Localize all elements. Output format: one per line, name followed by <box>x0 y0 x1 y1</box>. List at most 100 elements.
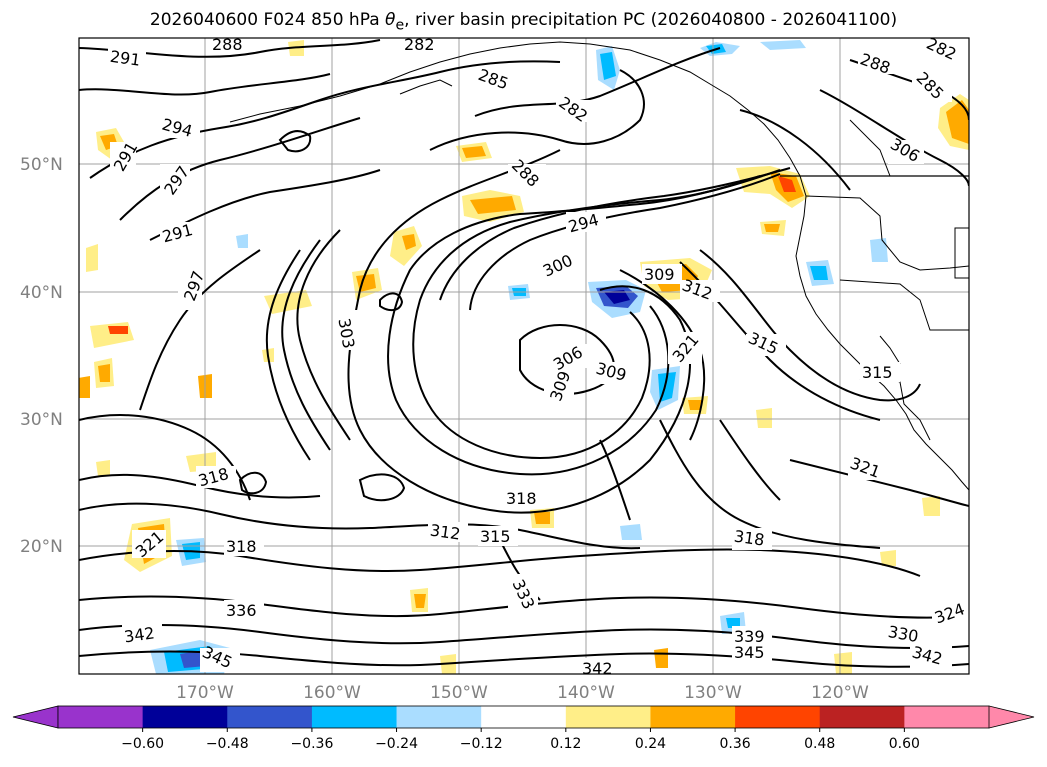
contour-288-east <box>739 109 851 191</box>
contour-label-bg <box>642 264 682 284</box>
contour-label-bg <box>160 118 200 138</box>
contour-label-bg <box>566 212 606 232</box>
map-plot-area: 291 288 282 285 282 288 282 285 294 291 … <box>79 38 969 678</box>
contour-label-bg <box>508 164 546 186</box>
contour-318-e2 <box>659 419 881 549</box>
precip-blob <box>810 266 828 280</box>
contour-label-bg <box>932 602 969 626</box>
contour-label-bg <box>122 624 162 646</box>
contour-label-bg <box>224 600 264 620</box>
precip-blob <box>470 196 516 214</box>
colorbar-extend-over <box>988 705 1035 729</box>
colorbar-segment <box>142 706 228 728</box>
contour-label-bg <box>200 648 240 672</box>
theta-e-contours <box>79 39 969 668</box>
north-america-coastline <box>229 41 969 491</box>
contour-label-bg <box>132 530 166 558</box>
map-background <box>79 38 969 674</box>
precip-blob <box>834 652 852 674</box>
colorbar-tick-label: −0.60 <box>121 736 164 752</box>
precip-blob <box>870 238 888 262</box>
contour-315-east <box>699 249 921 402</box>
contour-label-bg <box>477 70 517 90</box>
contour-label: 318 <box>733 527 766 550</box>
precip-blob <box>922 496 940 516</box>
precip-blob <box>402 234 416 250</box>
precip-blob <box>96 460 110 476</box>
us-mexico-border <box>879 335 901 365</box>
lat-label-20n: 20°N <box>20 537 63 557</box>
contour-label: 339 <box>734 627 765 646</box>
lon-label-150w: 150°W <box>430 683 488 703</box>
contour-318 <box>79 502 641 550</box>
lat-label-40n: 40°N <box>20 283 63 303</box>
contour-label-bg <box>732 528 772 550</box>
lon-label-120w: 120°W <box>811 683 869 703</box>
contour-label-bg <box>858 54 898 74</box>
contour-285 <box>474 47 721 117</box>
contour-297 <box>119 117 361 221</box>
contour-label-bg <box>504 488 544 508</box>
contour-303-w3 <box>265 249 311 461</box>
precip-blob <box>98 364 110 382</box>
lat-label-50n: 50°N <box>20 155 63 175</box>
longitude-labels: 170°W 160°W 150°W 140°W 130°W 120°W <box>176 683 869 703</box>
precip-blob <box>726 618 740 628</box>
contour-label-bg <box>912 78 952 102</box>
colorbar-tick-label: −0.12 <box>460 736 503 752</box>
contour-label-bg <box>860 362 900 382</box>
contour-label: 312 <box>429 521 462 544</box>
contour-330 <box>79 623 969 649</box>
contour-label-bg <box>580 658 620 674</box>
precip-blob <box>764 224 780 232</box>
contour-label-bg <box>160 164 190 198</box>
precip-blob <box>654 648 668 668</box>
contour-label-bg <box>478 526 518 546</box>
colorbar-segment <box>565 706 651 728</box>
contour-label-bg <box>110 142 136 176</box>
contour-303-west <box>296 229 351 441</box>
colorbar-tick-label: −0.48 <box>206 736 249 752</box>
lon-label-140w: 140°W <box>557 683 615 703</box>
contour-label: 336 <box>226 601 257 620</box>
colorbar-segment <box>481 706 567 728</box>
contour-label-bg <box>886 624 926 646</box>
contour-closed <box>379 292 404 312</box>
title-main: 2026040600 F024 850 hPa <box>149 10 386 30</box>
contour-segment <box>599 439 631 521</box>
colorbar-tick-label: 0.48 <box>804 736 835 752</box>
contour-closed <box>278 130 312 153</box>
precip-blob <box>462 146 486 158</box>
precip-blob <box>236 234 248 248</box>
contour-288 <box>429 69 645 151</box>
contour-label-bg <box>540 254 580 276</box>
precip-blob <box>534 512 550 524</box>
colorbar-ticks: −0.60 −0.48 −0.36 −0.24 −0.12 0.12 0.24 0.36 0.4… <box>121 728 920 752</box>
latitude-labels: 50°N 40°N 30°N 20°N <box>20 155 63 557</box>
title-subscript: e <box>395 17 405 34</box>
lon-label-130w: 130°W <box>684 683 742 703</box>
contour-label-bg <box>196 466 236 488</box>
colorbar-extend-under <box>12 705 59 729</box>
contour-label-bg <box>508 574 538 612</box>
precip-blob <box>108 326 128 334</box>
colorbar-segments <box>58 706 990 728</box>
colorbar-tick-label: 0.36 <box>720 736 751 752</box>
colorbar-tick-label: 0.60 <box>889 736 920 752</box>
contour-label: 342 <box>582 659 613 678</box>
contour-closed <box>238 471 268 495</box>
contour-label-bg <box>910 646 952 668</box>
contour-label-bg <box>668 332 702 364</box>
contour-label-bg <box>160 222 200 242</box>
contour-label-bg <box>224 536 264 556</box>
contour-294-east <box>819 89 969 187</box>
contour-jet-306 <box>387 175 761 476</box>
contour-label-bg <box>178 272 202 310</box>
us-state-border <box>805 195 969 271</box>
contour-label-bg <box>556 100 594 122</box>
contour-label: 318 <box>506 489 537 508</box>
state-outline <box>954 227 969 279</box>
precip-blob <box>880 550 896 566</box>
contour-label: 309 <box>644 265 675 284</box>
colorbar-segment <box>227 706 313 728</box>
